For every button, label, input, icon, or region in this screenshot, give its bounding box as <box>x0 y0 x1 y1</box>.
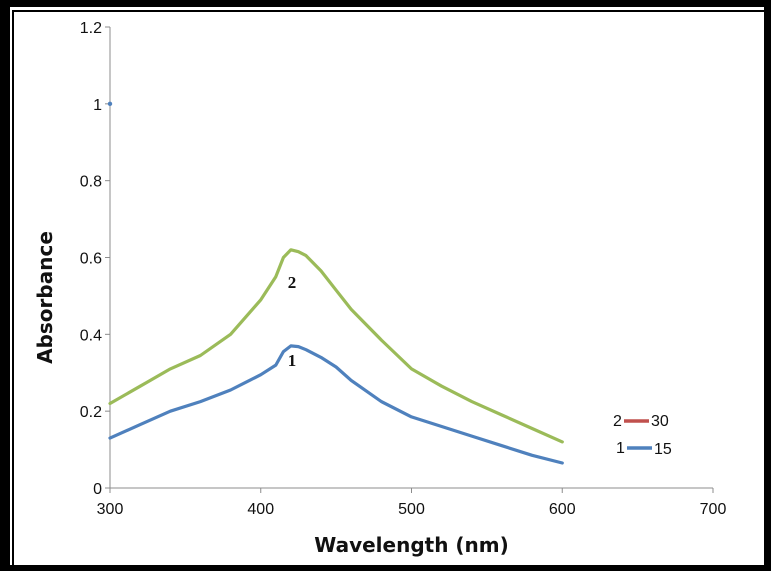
curve-labels: 21 <box>288 273 297 370</box>
series-line-15 <box>108 344 564 465</box>
y-tick-label: 0.2 <box>80 404 102 421</box>
x-axis-title: Wavelength (nm) <box>314 533 509 557</box>
series-line-30 <box>108 248 564 444</box>
x-tick-label: 500 <box>398 501 425 518</box>
y-tick-label: 1.2 <box>80 20 102 37</box>
x-tick-label: 700 <box>700 501 727 518</box>
y-tick-label: 0.6 <box>80 251 102 268</box>
axes: 0 0.2 0.4 0.6 0.8 1 1.2 300 400 500 600 700 <box>80 20 727 518</box>
x-tick-label: 600 <box>549 501 576 518</box>
y-tick-label: 0 <box>93 481 102 498</box>
series-lines <box>108 248 564 465</box>
legend-label-30: 30 <box>651 413 669 430</box>
legend-number-1: 1 <box>616 440 625 457</box>
y-tick-label: 1 <box>93 97 102 114</box>
y-tick-label: 0.8 <box>80 174 102 191</box>
y-tick-label: 0.4 <box>80 327 102 344</box>
axis-marker-dot <box>107 101 113 107</box>
curve-label-1: 1 <box>288 351 297 370</box>
legend-number-2: 2 <box>613 413 622 430</box>
legend: 2 30 1 15 <box>613 413 672 458</box>
y-axis-title: Absorbance <box>33 231 57 364</box>
x-tick-label: 300 <box>97 501 124 518</box>
x-tick-label: 400 <box>247 501 274 518</box>
curve-label-2: 2 <box>288 273 297 292</box>
legend-label-15: 15 <box>654 441 672 458</box>
